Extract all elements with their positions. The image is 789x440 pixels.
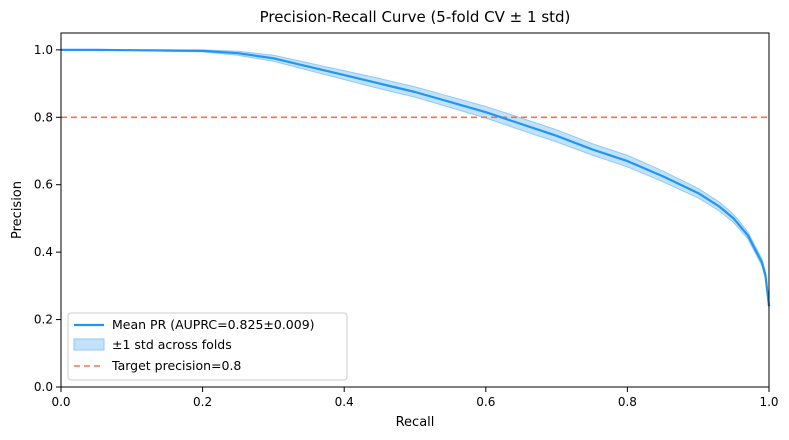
y-tick-label: 1.0 xyxy=(34,43,53,57)
legend-box xyxy=(67,312,348,381)
x-tick-label: 0.2 xyxy=(193,395,212,409)
y-tick-label: 0.4 xyxy=(34,245,53,259)
x-axis-label: Recall xyxy=(396,415,435,430)
plot-frame xyxy=(60,32,770,388)
chart-title: Precision-Recall Curve (5-fold CV ± 1 st… xyxy=(260,8,571,26)
y-tick-label: 0.2 xyxy=(34,313,53,327)
legend-swatch-std-band xyxy=(73,338,105,351)
x-tick-label: 0.4 xyxy=(335,395,354,409)
legend-label-mean-pr: Mean PR (AUPRC=0.825±0.009) xyxy=(112,317,315,332)
y-tick-label: 0.6 xyxy=(34,178,53,192)
x-tick-label: 0.6 xyxy=(476,395,495,409)
legend-label-std-band: ±1 std across folds xyxy=(112,337,232,352)
x-tick-label: 1.0 xyxy=(759,395,778,409)
legend-label-target-line: Target precision=0.8 xyxy=(111,358,241,373)
std-band-area xyxy=(61,49,770,310)
y-tick-label: 0.8 xyxy=(34,110,53,124)
y-axis-label: Precision xyxy=(10,181,25,239)
plot-area xyxy=(61,48,771,310)
x-axis: 0.0 0.2 0.4 0.6 0.8 1.0 xyxy=(51,387,779,409)
x-tick-label: 0.0 xyxy=(51,395,70,409)
y-tick-label: 0.0 xyxy=(34,380,53,394)
mean-pr-line xyxy=(61,48,771,307)
y-axis: 0.0 0.2 0.4 0.6 0.8 1.0 xyxy=(34,43,61,394)
x-tick-label: 0.8 xyxy=(618,395,637,409)
legend: Mean PR (AUPRC=0.825±0.009) ±1 std acros… xyxy=(67,312,348,381)
